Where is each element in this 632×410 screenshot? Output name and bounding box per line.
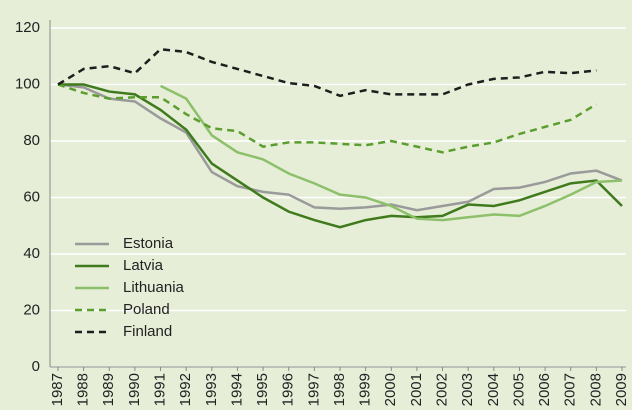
- y-tick-label: 20: [23, 301, 40, 318]
- x-tick-label: 2008: [587, 373, 604, 406]
- x-tick-label: 2002: [434, 373, 451, 406]
- series-line: [57, 83, 623, 212]
- y-tick-label: 120: [15, 19, 40, 36]
- x-tick-label: 1997: [305, 373, 322, 406]
- x-tick-label: 1988: [75, 373, 92, 406]
- y-tick-label: 40: [23, 245, 40, 262]
- x-tick-label: 1992: [177, 373, 194, 406]
- x-tick-label: 1998: [331, 373, 348, 406]
- x-tick-label: 2006: [536, 373, 553, 406]
- series-line: [57, 47, 597, 98]
- y-tick-label: 0: [32, 358, 40, 375]
- x-tick-label: 1995: [254, 373, 271, 406]
- series-line: [58, 83, 623, 229]
- legend-label: Latvia: [123, 257, 164, 274]
- legend-label: Finland: [123, 323, 172, 340]
- x-tick-label: 1993: [203, 373, 220, 406]
- x-tick-label: 2003: [459, 373, 476, 406]
- x-tick-label: 1996: [280, 373, 297, 406]
- x-tick-label: 2001: [408, 373, 425, 406]
- y-tick-label: 80: [23, 132, 40, 149]
- legend-label: Lithuania: [123, 279, 185, 296]
- x-tick-label: 2005: [510, 373, 527, 406]
- x-tick-label: 1987: [49, 373, 66, 406]
- x-tick-label: 2004: [485, 373, 502, 406]
- x-tick-label: 2000: [382, 373, 399, 406]
- y-tick-label: 60: [23, 188, 40, 205]
- x-tick-label: 1990: [126, 373, 143, 406]
- y-tick-label: 100: [15, 75, 40, 92]
- series-line: [159, 84, 623, 222]
- x-tick-label: 1991: [152, 373, 169, 406]
- x-tick-label: 2007: [562, 373, 579, 406]
- series-line: [57, 83, 598, 154]
- legend-label: Estonia: [123, 235, 174, 252]
- x-tick-label: 2009: [613, 373, 630, 406]
- legend-label: Poland: [123, 301, 170, 318]
- x-tick-label: 1994: [228, 373, 245, 406]
- x-tick-label: 1999: [357, 373, 374, 406]
- x-tick-label: 1989: [100, 373, 117, 406]
